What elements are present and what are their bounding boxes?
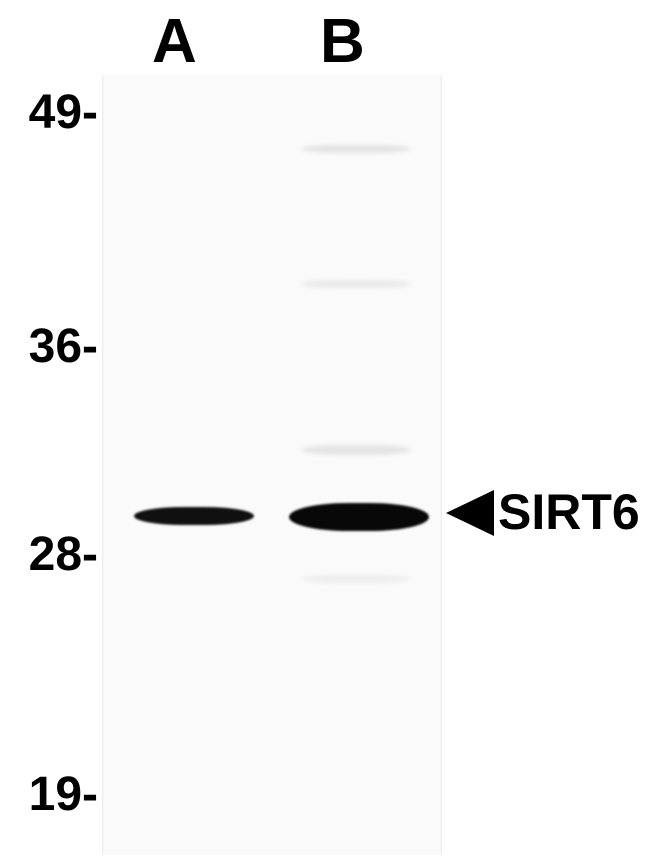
lane-label-b-text: B [320,7,365,76]
lane-a [106,75,271,855]
lane-label-a: A [152,6,197,77]
mw-marker-19-text: 19- [29,768,98,821]
lane-label-b: B [320,6,365,77]
faint-band-b-2 [301,280,411,288]
mw-marker-49-text: 49- [29,86,98,139]
mw-marker-28: 28- [29,527,98,582]
mw-marker-28-text: 28- [29,528,98,581]
band-lane-a-sirt6 [134,507,254,525]
arrow-pointer-icon [446,490,494,536]
lane-b [271,75,438,855]
faint-band-b-3 [301,445,411,455]
blot-membrane [102,75,442,855]
lane-edge-right [440,75,442,855]
lane-edge-left [102,75,104,855]
mw-marker-49: 49- [29,85,98,140]
mw-marker-36-text: 36- [29,320,98,373]
mw-marker-19: 19- [29,767,98,822]
band-lane-b-sirt6 [289,503,429,531]
protein-label: SIRT6 [498,483,640,541]
mw-marker-36: 36- [29,319,98,374]
figure-container: A B 49- 36- 28- 19- [0,0,650,857]
protein-label-text: SIRT6 [498,484,640,540]
faint-band-b-1 [301,145,411,153]
lane-label-a-text: A [152,7,197,76]
faint-band-b-4 [301,575,411,583]
